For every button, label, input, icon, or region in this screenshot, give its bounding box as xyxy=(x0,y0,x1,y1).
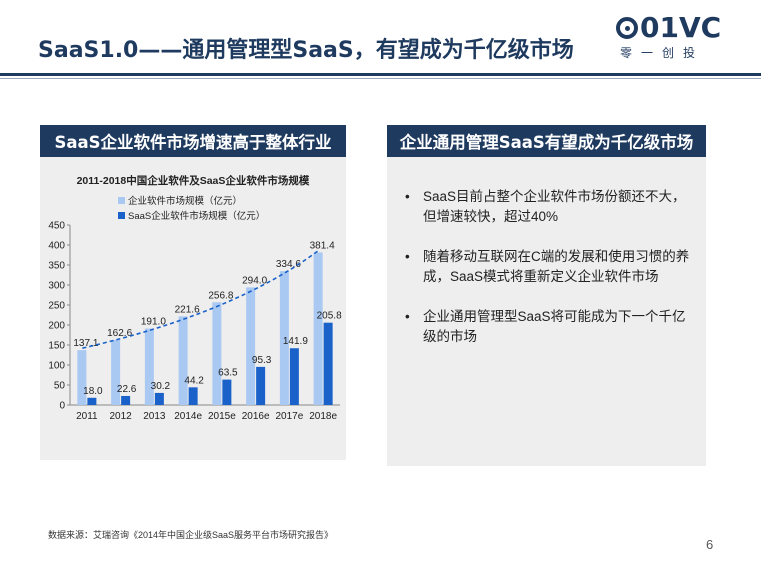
logo-circle-icon xyxy=(616,17,638,39)
bar-series-1 xyxy=(144,328,154,405)
legend-label-series-1: 企业软件市场规模（亿元） xyxy=(128,195,242,207)
legend-swatch-series-1 xyxy=(118,197,125,204)
bar-series-2 xyxy=(121,395,131,405)
data-label-series-1: 221.6 xyxy=(175,304,200,315)
x-tick-label: 2012 xyxy=(110,411,133,422)
bar-series-2 xyxy=(87,397,97,405)
logo-mark: 01VC xyxy=(616,14,726,42)
x-tick-label: 2015e xyxy=(208,411,236,422)
data-label-series-1: 334.6 xyxy=(276,259,301,270)
trend-line xyxy=(82,249,320,349)
data-label-series-1: 137.1 xyxy=(73,338,98,349)
chart-title: 2011-2018中国企业软件及SaaS企业软件市场规模 xyxy=(76,175,310,187)
data-label-series-1: 381.4 xyxy=(310,240,335,251)
bullet-text: 随着移动互联网在C端的发展和使用习惯的养成，SaaS模式将重新定义企业软件市场 xyxy=(423,249,690,284)
bar-series-2 xyxy=(323,322,333,405)
y-tick-label: 450 xyxy=(48,221,65,232)
bullet-list: • SaaS目前占整个企业软件市场份额还不大，但增速较快，超过40% • 随着移… xyxy=(405,187,695,367)
bar-series-1 xyxy=(77,350,87,405)
brand-logo: 01VC 零一创投 xyxy=(616,14,726,64)
bar-series-2 xyxy=(289,348,299,405)
logo-subtitle: 零一创投 xyxy=(620,46,705,60)
bar-series-2 xyxy=(222,379,232,405)
right-panel: 企业通用管理SaaS有望成为千亿级市场 • SaaS目前占整个企业软件市场份额还… xyxy=(387,125,706,466)
bar-series-2 xyxy=(256,366,266,405)
y-tick-label: 200 xyxy=(48,321,65,332)
legend-label-series-2: SaaS企业软件市场规模（亿元） xyxy=(128,210,265,222)
title-underline xyxy=(0,73,761,76)
title-underline-thin xyxy=(0,78,761,79)
data-label-series-2: 44.2 xyxy=(184,375,204,386)
bar-series-1 xyxy=(246,287,256,405)
y-tick-label: 150 xyxy=(48,341,65,352)
market-size-chart: 企业软件市场规模（亿元） SaaS企业软件市场规模（亿元） 0 50 100 150 200… xyxy=(48,195,342,422)
x-tick-label: 2016e xyxy=(242,411,270,422)
x-tick-label: 2017e xyxy=(275,411,303,422)
data-label-series-2: 205.8 xyxy=(317,311,342,322)
y-tick-label: 300 xyxy=(48,281,65,292)
y-tick-label: 250 xyxy=(48,301,65,312)
bullet-item: • 企业通用管理型SaaS将可能成为下一个千亿级的市场 xyxy=(405,307,695,347)
data-label-series-2: 141.9 xyxy=(283,336,308,347)
x-tick-label: 2013 xyxy=(143,411,166,422)
data-label-series-1: 162.6 xyxy=(107,328,132,339)
bullet-text: SaaS目前占整个企业软件市场份额还不大，但增速较快，超过40% xyxy=(423,189,686,224)
data-label-series-2: 22.6 xyxy=(117,384,137,395)
y-tick-label: 100 xyxy=(48,361,65,372)
x-tick-label: 2011 xyxy=(76,411,98,422)
bar-series-2 xyxy=(188,387,198,405)
data-label-series-2: 18.0 xyxy=(83,386,103,397)
bullet-item: • 随着移动互联网在C端的发展和使用习惯的养成，SaaS模式将重新定义企业软件市… xyxy=(405,247,695,287)
data-source-note: 数据来源：艾瑞咨询《2014年中国企业级SaaS服务平台市场研究报告》 xyxy=(48,530,334,540)
bar-series-1 xyxy=(212,302,222,405)
right-panel-header: 企业通用管理SaaS有望成为千亿级市场 xyxy=(387,125,706,157)
data-label-series-2: 30.2 xyxy=(151,381,171,392)
bullet-dot-icon: • xyxy=(405,249,410,264)
bar-series-1 xyxy=(178,316,188,405)
bar-series-2 xyxy=(154,392,164,405)
logo-text: 01VC xyxy=(640,11,722,44)
data-label-series-2: 95.3 xyxy=(252,355,272,366)
y-tick-label: 50 xyxy=(54,381,66,392)
data-label-series-1: 191.0 xyxy=(141,317,166,328)
bar-series-1 xyxy=(313,252,323,405)
x-tick-label: 2014e xyxy=(174,411,202,422)
y-tick-label: 400 xyxy=(48,241,65,252)
x-tick-label: 2018e xyxy=(309,411,337,422)
data-label-series-2: 63.5 xyxy=(218,368,238,379)
slide-title: SaaS1.0——通用管理型SaaS，有望成为千亿级市场 xyxy=(38,38,574,63)
bullet-text: 企业通用管理型SaaS将可能成为下一个千亿级的市场 xyxy=(423,309,686,344)
data-label-series-1: 256.8 xyxy=(208,290,233,301)
y-tick-label: 0 xyxy=(59,401,65,412)
page-number: 6 xyxy=(706,537,714,552)
data-label-series-1: 294.0 xyxy=(242,275,267,286)
legend-swatch-series-2 xyxy=(118,212,125,219)
bar-series-1 xyxy=(279,271,289,405)
bar-series-1 xyxy=(111,339,121,405)
bullet-dot-icon: • xyxy=(405,309,410,324)
left-panel-header: SaaS企业软件市场增速高于整体行业 xyxy=(40,125,346,157)
bullet-item: • SaaS目前占整个企业软件市场份额还不大，但增速较快，超过40% xyxy=(405,187,695,227)
y-tick-label: 350 xyxy=(48,261,65,272)
left-panel: SaaS企业软件市场增速高于整体行业 2011-2018中国企业软件及SaaS企… xyxy=(40,125,346,460)
bullet-dot-icon: • xyxy=(405,189,410,204)
